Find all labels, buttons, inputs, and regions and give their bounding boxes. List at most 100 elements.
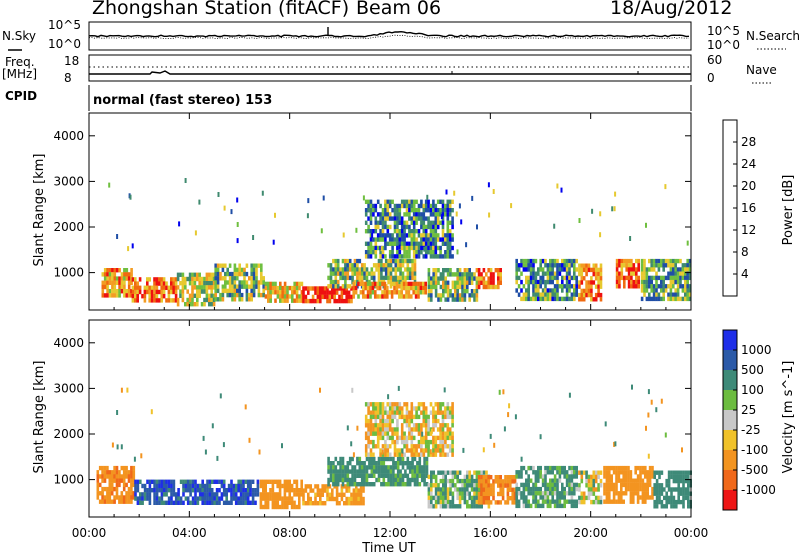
heatmap-cell — [295, 492, 299, 497]
power-colorbar-tick-label: 28 — [741, 135, 756, 149]
heatmap-cell — [372, 263, 376, 268]
heatmap-cell — [402, 285, 406, 291]
heatmap-cell — [592, 280, 596, 285]
heatmap-cell — [444, 478, 447, 484]
heatmap-cell — [641, 478, 645, 483]
heatmap-cell — [655, 495, 659, 501]
heatmap-cell — [578, 263, 581, 268]
heatmap-cell — [553, 258, 557, 264]
heatmap-cell — [291, 298, 294, 303]
heatmap-cell — [381, 423, 385, 428]
heatmap-cell — [141, 294, 144, 299]
heatmap-cell — [369, 427, 373, 432]
heatmap-cell — [368, 482, 371, 487]
heatmap-cell — [293, 488, 296, 493]
heatmap-cell — [381, 414, 385, 420]
heatmap-cell — [196, 302, 199, 307]
heatmap-cell — [333, 496, 336, 502]
heatmap-cell — [408, 435, 411, 441]
heatmap-cell — [551, 482, 554, 488]
heatmap-cell — [539, 258, 542, 264]
heatmap-cell — [400, 241, 404, 246]
heatmap-cell — [302, 492, 305, 497]
heatmap-cell — [243, 276, 246, 281]
heatmap-cell — [646, 491, 649, 496]
heatmap-cell — [529, 279, 533, 285]
heatmap-cell — [262, 496, 265, 501]
heatmap-cell — [201, 492, 204, 497]
heatmap-cell — [103, 470, 107, 475]
heatmap-cell — [620, 478, 623, 483]
heatmap-cell — [551, 470, 554, 475]
heatmap-cell — [218, 500, 221, 505]
heatmap-cell — [369, 414, 373, 420]
heatmap-cell — [556, 284, 559, 289]
heatmap-cell — [141, 483, 144, 489]
heatmap-cell — [446, 284, 450, 290]
heatmap-cell — [369, 254, 373, 259]
velocity-colorbar-segment — [723, 410, 737, 431]
heatmap-cell — [396, 469, 400, 474]
heatmap-cell — [403, 229, 406, 234]
heatmap-cell — [344, 477, 347, 483]
heatmap-cell — [456, 474, 459, 480]
heatmap-cell — [573, 292, 576, 297]
power-colorbar-tick-label: 8 — [741, 245, 749, 259]
heatmap-cell — [458, 272, 462, 277]
heatmap-cell — [425, 456, 429, 462]
heatmap-cell — [434, 293, 438, 298]
heatmap-cell — [400, 290, 403, 295]
heatmap-cell — [158, 488, 161, 493]
heatmap-cell — [612, 482, 616, 488]
heatmap-cell — [515, 271, 518, 276]
heatmap-cell — [441, 439, 445, 445]
heatmap-cell — [677, 478, 680, 484]
heatmap-cell — [182, 488, 185, 493]
heatmap-cell — [106, 276, 109, 281]
heatmap-cell — [446, 254, 450, 259]
heatmap-cell — [262, 276, 265, 281]
heatmap-cell — [561, 491, 564, 496]
heatmap-cell — [232, 496, 236, 501]
heatmap-cell — [262, 288, 265, 294]
heatmap-cell — [475, 478, 479, 484]
heatmap-cell — [116, 444, 119, 450]
heatmap-cell — [258, 449, 261, 455]
heatmap-cell — [264, 285, 268, 291]
heatmap-cell — [250, 263, 253, 268]
heatmap-cell — [256, 479, 260, 484]
heatmap-cell — [568, 275, 571, 281]
heatmap-cell — [319, 488, 322, 493]
heatmap-cell — [115, 465, 119, 471]
nave-bottom-tick: 0 — [707, 71, 715, 85]
heatmap-cell — [203, 297, 206, 303]
heatmap-cell — [389, 275, 393, 281]
heatmap-cell — [534, 474, 538, 479]
heatmap-cell — [115, 268, 119, 273]
heatmap-cell — [394, 461, 398, 466]
heatmap-cell — [546, 292, 550, 297]
heatmap-cell — [553, 292, 557, 297]
heatmap-cell — [441, 233, 445, 238]
heatmap-cell — [344, 279, 347, 285]
heatmap-cell — [286, 290, 289, 295]
heatmap-cell — [688, 263, 692, 268]
heatmap-cell — [367, 406, 370, 411]
heatmap-cell — [662, 275, 665, 281]
heatmap-cell — [264, 488, 267, 493]
heatmap-cell — [369, 410, 373, 415]
heatmap-cell — [174, 294, 178, 299]
heatmap-cell — [327, 275, 330, 281]
heatmap-cell — [537, 486, 540, 492]
heatmap-cell — [125, 268, 129, 273]
heatmap-cell — [115, 289, 119, 294]
heatmap-cell — [380, 271, 383, 276]
heatmap-cell — [618, 263, 621, 268]
heatmap-cell — [441, 224, 445, 230]
heatmap-cell — [687, 495, 690, 501]
heatmap-cell — [408, 461, 412, 466]
heatmap-cell — [478, 487, 481, 492]
heatmap-cell — [248, 276, 251, 281]
heatmap-cell — [489, 433, 492, 439]
heatmap-cell — [214, 263, 217, 268]
